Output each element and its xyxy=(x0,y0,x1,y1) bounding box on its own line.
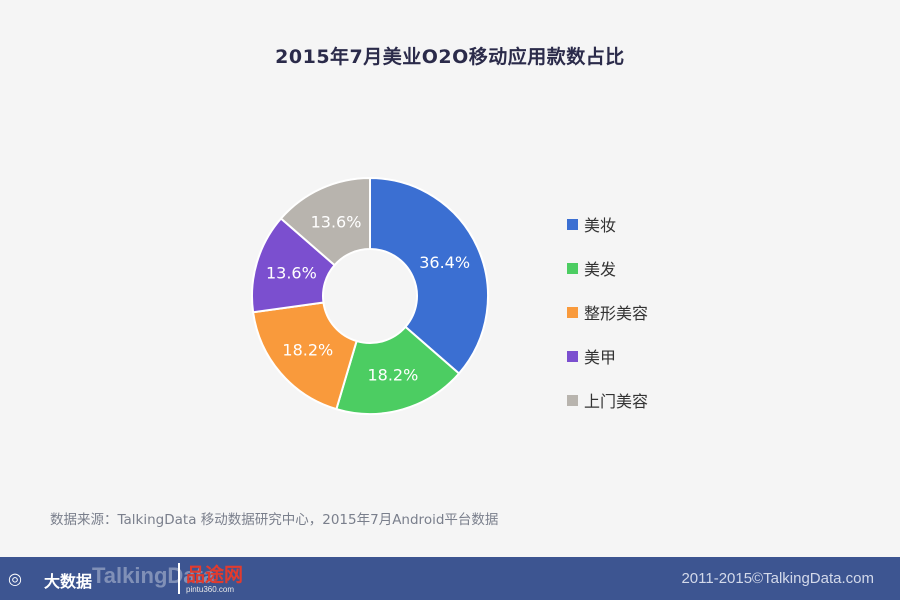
legend-item-3: 整形美容 xyxy=(567,290,648,334)
legend-swatch xyxy=(567,306,578,318)
footer-copyright: 2011-2015©TalkingData.com xyxy=(681,570,874,587)
partner-url: pintu360.com xyxy=(186,585,235,594)
donut-slice-1 xyxy=(369,176,489,375)
legend-label: 美妆 xyxy=(584,216,617,235)
chart-legend: 美妆美发整形美容美甲上门美容 xyxy=(567,202,648,422)
legend-item-4: 美甲 xyxy=(567,334,648,378)
slice-label-4: 13.6% xyxy=(266,264,317,283)
footer-divider xyxy=(178,563,180,594)
donut-slice-5 xyxy=(279,176,371,267)
footer-brand-en: TalkingData xyxy=(92,563,216,588)
slice-label-2: 18.2% xyxy=(367,366,418,385)
legend-item-5: 上门美容 xyxy=(567,378,648,422)
slice-label-1: 36.4% xyxy=(419,253,470,272)
footer-brand-cn: 大数据 xyxy=(44,572,93,591)
legend-swatch xyxy=(567,350,578,362)
source-note: 数据来源：TalkingData 移动数据研究中心，2015年7月Android… xyxy=(50,512,499,528)
legend-swatch xyxy=(567,394,578,406)
slice-label-5: 13.6% xyxy=(311,212,362,231)
legend-swatch xyxy=(567,218,578,230)
legend-item-2: 美发 xyxy=(567,246,648,290)
donut-chart: 36.4% 18.2% 18.2% 13.6% 13.6% xyxy=(251,176,489,415)
legend-swatch xyxy=(567,262,578,274)
chart-title: 2015年7月美业O2O移动应用款数占比 xyxy=(275,46,625,68)
donut-slice-2 xyxy=(335,325,461,415)
donut-slice-3 xyxy=(251,301,358,411)
slice-label-3: 18.2% xyxy=(282,340,333,359)
legend-item-1: 美妆 xyxy=(567,202,648,246)
legend-label: 美发 xyxy=(584,260,617,279)
partner-logo-text: 品途网 xyxy=(186,564,244,586)
talkingdata-logo-icon: ◎ xyxy=(8,569,22,588)
legend-label: 美甲 xyxy=(584,348,617,367)
legend-label: 上门美容 xyxy=(584,392,649,411)
footer-bar: ◎ TalkingData 大数据 品途网 pintu360.com 2011-… xyxy=(0,557,900,600)
legend-label: 整形美容 xyxy=(584,304,649,323)
